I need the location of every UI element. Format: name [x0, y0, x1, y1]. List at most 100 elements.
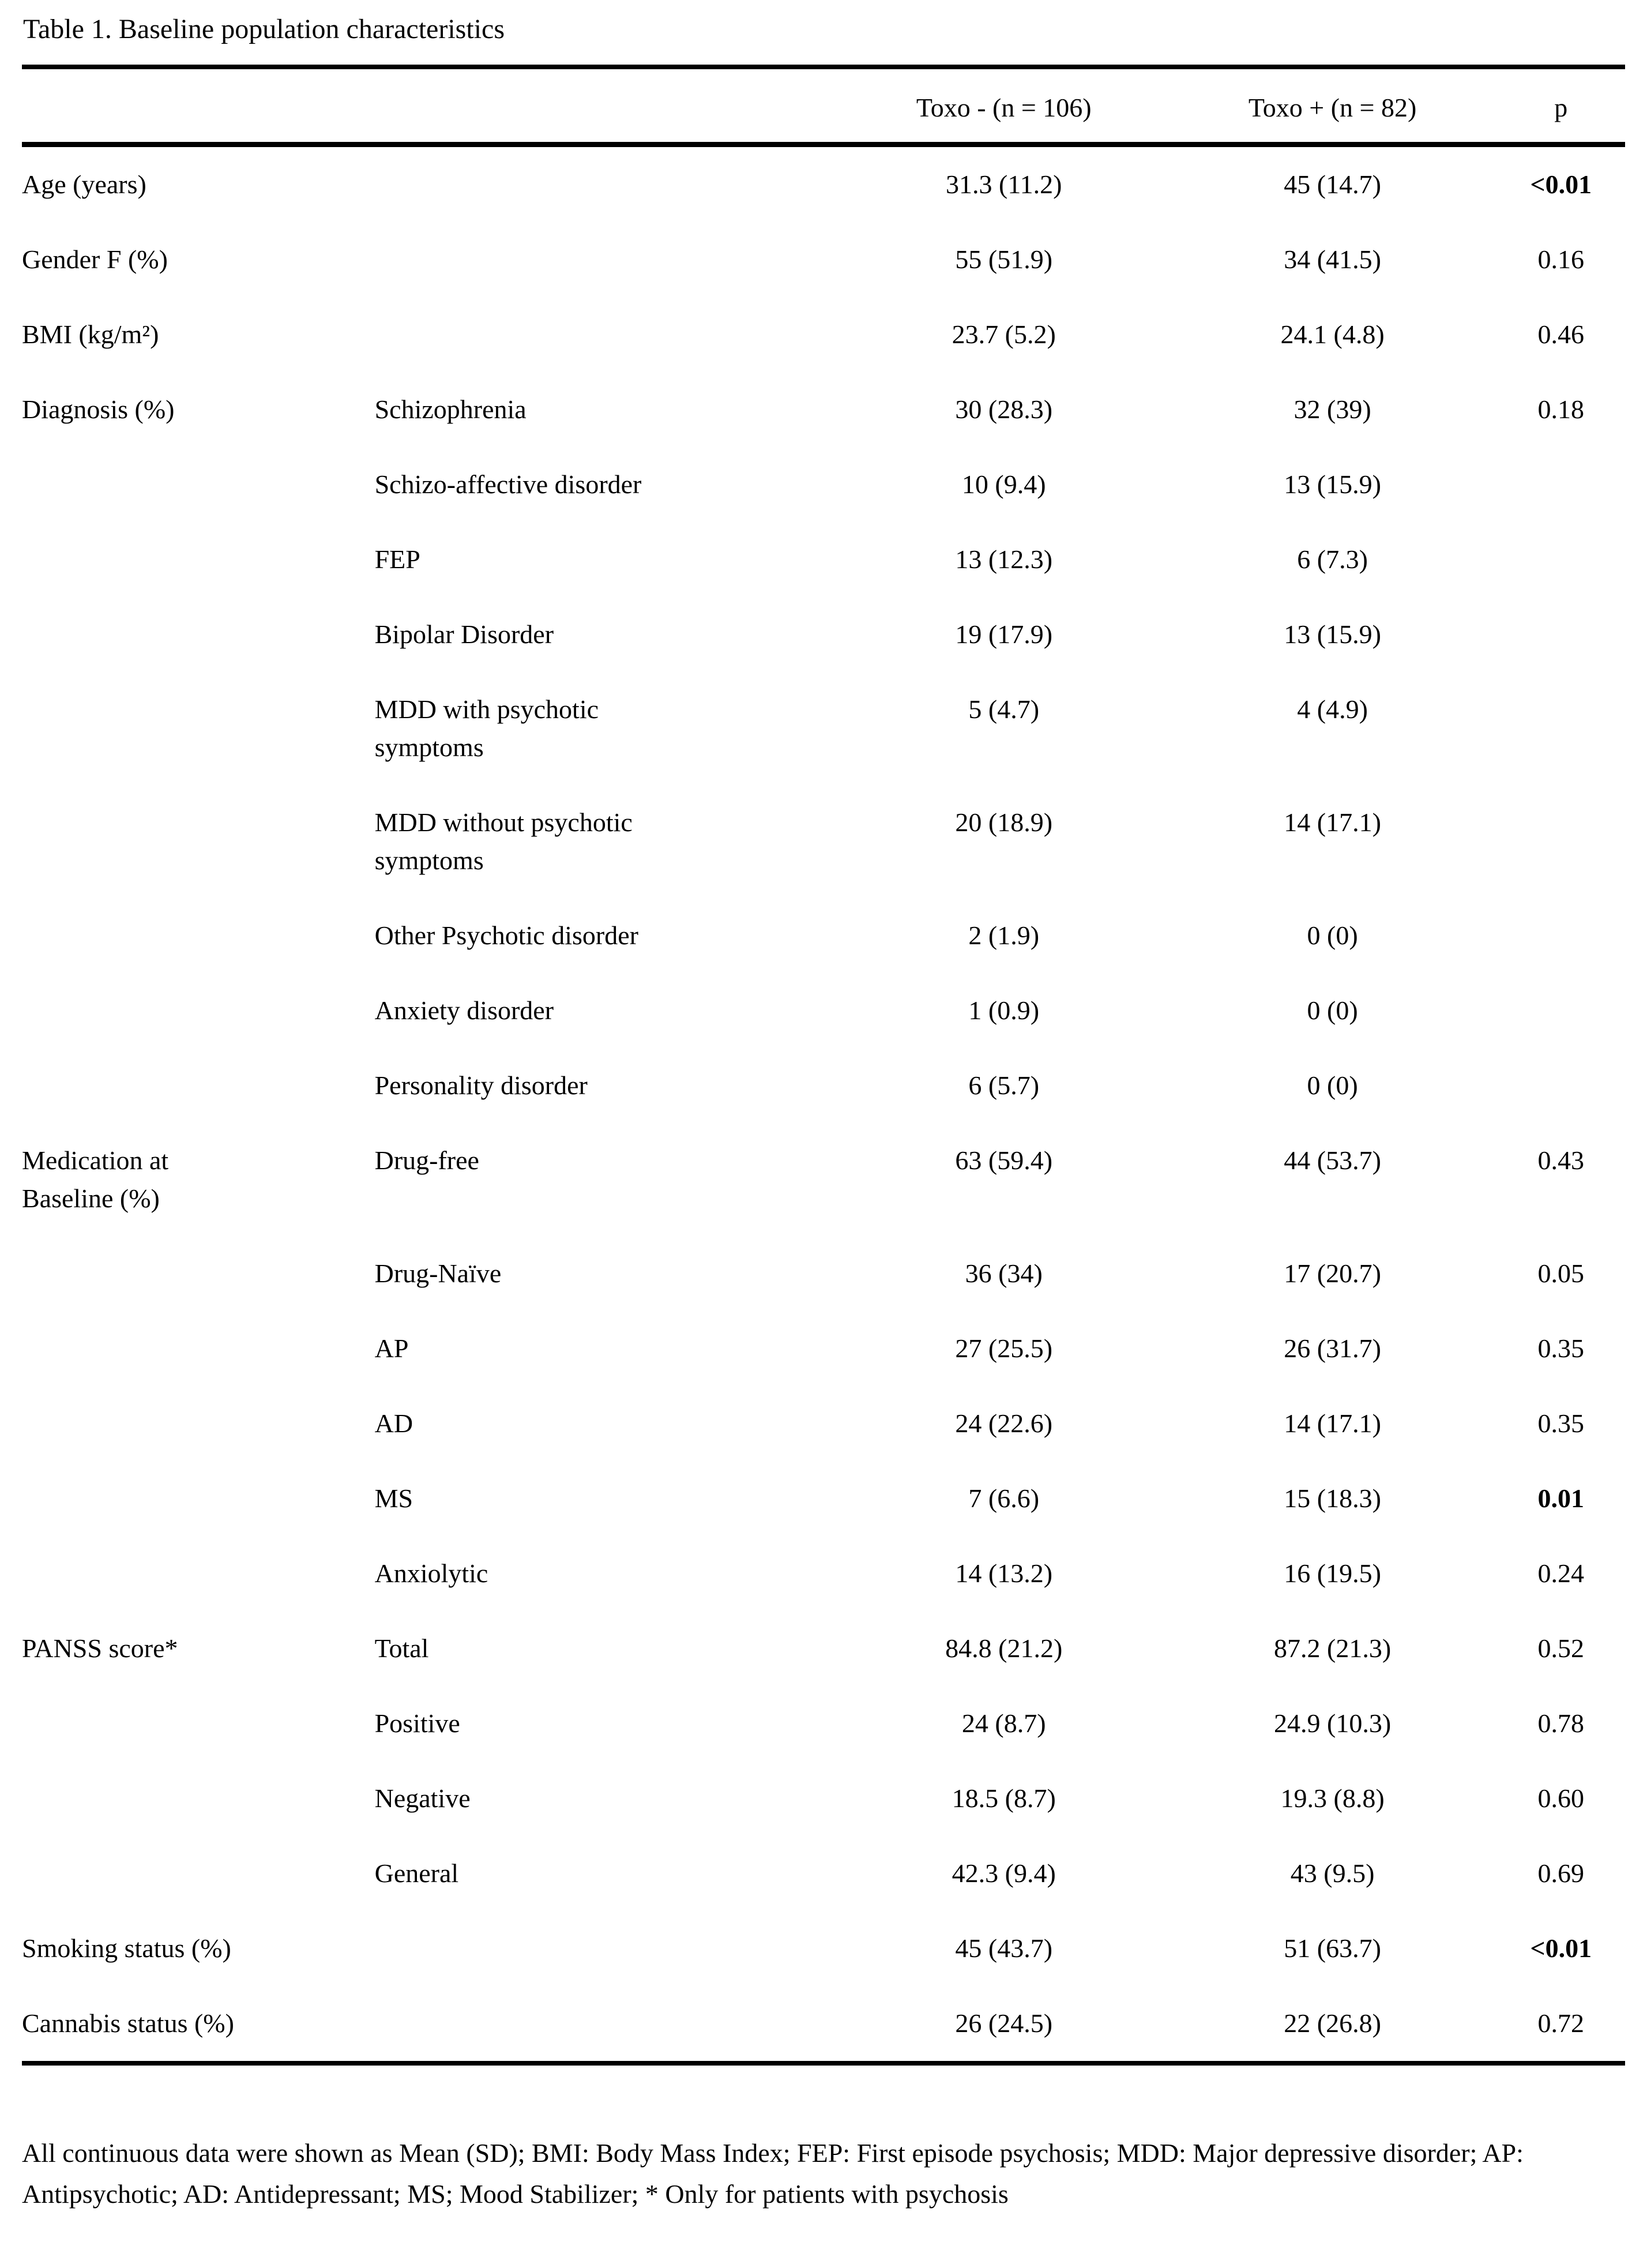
row-sublabel: AP	[374, 1334, 409, 1363]
table-row: Smoking status (%) 45 (43.7) 51 (63.7) <…	[22, 1911, 1625, 1986]
baseline-characteristics-table: Toxo - (n = 106) Toxo + (n = 82) p Age (…	[22, 65, 1625, 2066]
value-toxo-negative: 7 (6.6)	[968, 1484, 1040, 1513]
value-toxo-negative: 24 (8.7)	[961, 1708, 1046, 1738]
value-p: 0.78	[1537, 1708, 1585, 1738]
table-row: Positive 24 (8.7) 24.9 (10.3) 0.78	[22, 1686, 1625, 1761]
value-p: 0.18	[1537, 395, 1585, 424]
row-label: Diagnosis (%)	[22, 395, 175, 424]
value-toxo-positive: 24.1 (4.8)	[1280, 320, 1385, 349]
table-footnote: All continuous data were shown as Mean (…	[22, 2138, 1524, 2209]
row-label: PANSS score*	[22, 1634, 178, 1663]
row-sublabel: Negative	[374, 1783, 471, 1813]
table-row: General 42.3 (9.4) 43 (9.5) 0.69	[22, 1836, 1625, 1911]
table-row: Drug-Naïve 36 (34) 17 (20.7) 0.05	[22, 1236, 1625, 1311]
value-toxo-positive: 24.9 (10.3)	[1274, 1708, 1392, 1738]
value-toxo-negative: 24 (22.6)	[955, 1409, 1053, 1438]
row-sublabel: General	[374, 1858, 459, 1888]
row-label: BMI (kg/m²)	[22, 320, 159, 349]
value-toxo-positive: 32 (39)	[1293, 395, 1371, 424]
table-row: Anxiolytic 14 (13.2) 16 (19.5) 0.24	[22, 1536, 1625, 1611]
value-toxo-positive: 14 (17.1)	[1284, 1409, 1381, 1438]
value-p: <0.01	[1530, 1933, 1592, 1963]
value-toxo-positive: 51 (63.7)	[1284, 1933, 1381, 1963]
value-toxo-positive: 13 (15.9)	[1284, 470, 1381, 499]
value-toxo-positive: 17 (20.7)	[1284, 1259, 1381, 1288]
row-sublabel: Other Psychotic disorder	[374, 921, 638, 950]
table-row: MDD with psychotic symptoms 5 (4.7) 4 (4…	[22, 672, 1625, 785]
value-p: 0.16	[1537, 245, 1585, 274]
table-row: Negative 18.5 (8.7) 19.3 (8.8) 0.60	[22, 1761, 1625, 1836]
value-p: 0.69	[1537, 1858, 1585, 1888]
value-toxo-positive: 19.3 (8.8)	[1280, 1783, 1385, 1813]
row-sublabel: Total	[374, 1634, 429, 1663]
table-row: BMI (kg/m²) 23.7 (5.2) 24.1 (4.8) 0.46	[22, 297, 1625, 372]
value-p: 0.05	[1537, 1259, 1585, 1288]
value-toxo-negative: 30 (28.3)	[955, 395, 1053, 424]
row-sublabel: Personality disorder	[374, 1071, 588, 1100]
value-p: 0.35	[1537, 1334, 1585, 1363]
value-p: 0.60	[1537, 1783, 1585, 1813]
value-toxo-negative: 36 (34)	[965, 1259, 1043, 1288]
table-row: Medication at Baseline (%) Drug-free 63 …	[22, 1123, 1625, 1236]
value-toxo-positive: 34 (41.5)	[1284, 245, 1381, 274]
value-p: <0.01	[1530, 170, 1592, 199]
table-row: AP 27 (25.5) 26 (31.7) 0.35	[22, 1311, 1625, 1386]
row-label: Smoking status (%)	[22, 1933, 231, 1963]
table-row: Other Psychotic disorder 2 (1.9) 0 (0)	[22, 898, 1625, 973]
row-sublabel: Bipolar Disorder	[374, 619, 554, 649]
table-row: Schizo-affective disorder 10 (9.4) 13 (1…	[22, 447, 1625, 522]
table-row: MS 7 (6.6) 15 (18.3) 0.01	[22, 1461, 1625, 1536]
value-toxo-positive: 0 (0)	[1307, 996, 1358, 1025]
table-title: Table 1. Baseline population characteris…	[23, 14, 505, 44]
table-header-row: Toxo - (n = 106) Toxo + (n = 82) p	[22, 69, 1625, 147]
value-toxo-negative: 31.3 (11.2)	[946, 170, 1062, 199]
table-row: Diagnosis (%) Schizophrenia 30 (28.3) 32…	[22, 372, 1625, 447]
row-sublabel: MDD with psychotic symptoms	[374, 694, 599, 762]
value-toxo-negative: 84.8 (21.2)	[945, 1634, 1063, 1663]
row-label: Medication at Baseline (%)	[22, 1146, 169, 1213]
table-row: Personality disorder 6 (5.7) 0 (0)	[22, 1048, 1625, 1123]
row-sublabel: Anxiolytic	[374, 1559, 488, 1588]
row-sublabel: MDD without psychotic symptoms	[374, 808, 633, 875]
value-toxo-negative: 5 (4.7)	[968, 694, 1040, 724]
value-toxo-negative: 1 (0.9)	[968, 996, 1040, 1025]
table-row: PANSS score* Total 84.8 (21.2) 87.2 (21.…	[22, 1611, 1625, 1686]
row-label: Gender F (%)	[22, 245, 168, 274]
value-p: 0.01	[1537, 1484, 1585, 1513]
row-sublabel: Anxiety disorder	[374, 996, 554, 1025]
value-toxo-negative: 19 (17.9)	[955, 619, 1053, 649]
row-sublabel: Schizo-affective disorder	[374, 470, 642, 499]
row-sublabel: FEP	[374, 545, 420, 574]
value-toxo-negative: 14 (13.2)	[955, 1559, 1053, 1588]
value-p: 0.72	[1537, 2008, 1585, 2038]
value-toxo-negative: 10 (9.4)	[961, 470, 1046, 499]
table-row: Bipolar Disorder 19 (17.9) 13 (15.9)	[22, 597, 1625, 672]
value-toxo-negative: 2 (1.9)	[968, 921, 1040, 950]
value-toxo-positive: 44 (53.7)	[1284, 1146, 1381, 1175]
table-row: MDD without psychotic symptoms 20 (18.9)…	[22, 785, 1625, 898]
value-p: 0.35	[1537, 1409, 1585, 1438]
value-toxo-negative: 6 (5.7)	[968, 1071, 1040, 1100]
column-header-p: p	[1554, 93, 1568, 122]
value-p: 0.43	[1537, 1146, 1585, 1175]
value-toxo-negative: 18.5 (8.7)	[952, 1783, 1056, 1813]
value-toxo-negative: 23.7 (5.2)	[952, 320, 1056, 349]
table-row: Gender F (%) 55 (51.9) 34 (41.5) 0.16	[22, 222, 1625, 297]
table-row: Age (years) 31.3 (11.2) 45 (14.7) <0.01	[22, 147, 1625, 222]
value-toxo-positive: 13 (15.9)	[1284, 619, 1381, 649]
value-toxo-negative: 55 (51.9)	[955, 245, 1053, 274]
value-p: 0.24	[1537, 1559, 1585, 1588]
table-row: Anxiety disorder 1 (0.9) 0 (0)	[22, 973, 1625, 1048]
table-row: Cannabis status (%) 26 (24.5) 22 (26.8) …	[22, 1986, 1625, 2061]
row-sublabel: Drug-free	[374, 1146, 479, 1175]
row-sublabel: AD	[374, 1409, 413, 1438]
row-sublabel: MS	[374, 1484, 413, 1513]
value-toxo-negative: 20 (18.9)	[955, 808, 1053, 837]
value-toxo-positive: 87.2 (21.3)	[1274, 1634, 1392, 1663]
value-toxo-positive: 0 (0)	[1307, 921, 1358, 950]
column-header-toxo-positive: Toxo + (n = 82)	[1248, 93, 1417, 122]
value-toxo-negative: 63 (59.4)	[955, 1146, 1053, 1175]
value-toxo-negative: 13 (12.3)	[955, 545, 1053, 574]
row-sublabel: Drug-Naïve	[374, 1259, 502, 1288]
